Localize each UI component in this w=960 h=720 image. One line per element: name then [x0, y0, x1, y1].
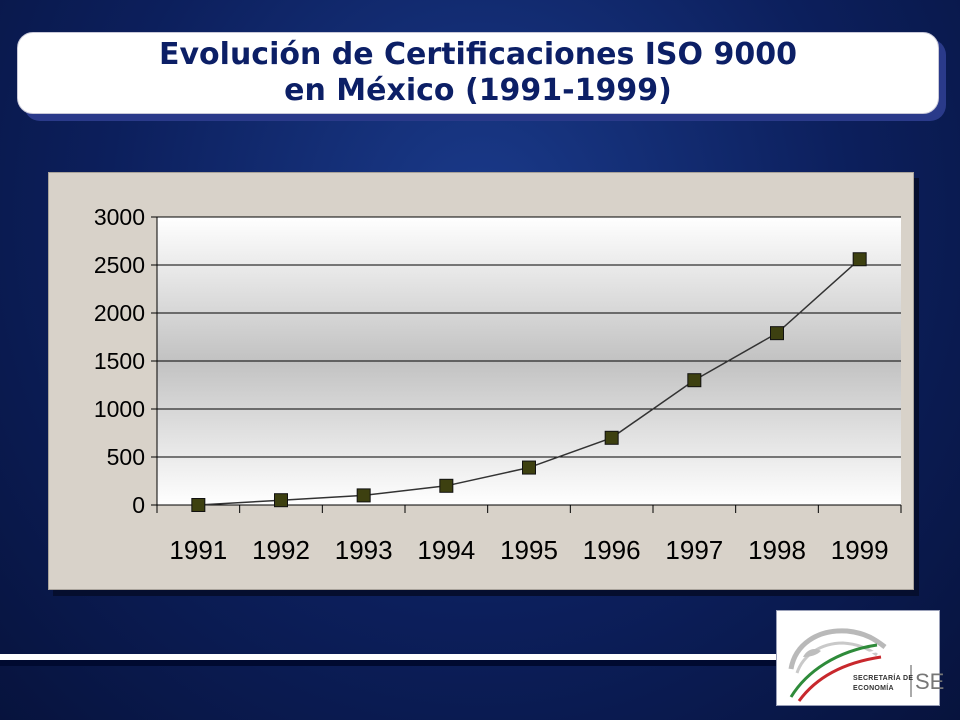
x-tick-label-1999: 1999	[831, 535, 889, 565]
logo-line2: ECONOMÍA	[853, 685, 894, 692]
data-point-1997	[687, 373, 702, 388]
x-tick-label-1992: 1992	[252, 535, 310, 565]
logo-line1: SECRETARÍA DE	[853, 675, 914, 682]
x-tick-label-1994: 1994	[417, 535, 475, 565]
y-tick-label-0: 0	[132, 492, 145, 518]
data-point-1999	[852, 252, 867, 267]
x-tick-label-1993: 1993	[335, 535, 393, 565]
x-tick-label-1995: 1995	[500, 535, 558, 565]
data-point-1995	[522, 460, 536, 475]
footer-rule	[0, 654, 776, 660]
data-point-1991	[191, 498, 206, 512]
y-tick-label-1500: 1500	[94, 348, 145, 374]
data-point-1998	[770, 326, 784, 341]
x-tick-label-1997: 1997	[665, 535, 723, 565]
eagle-emblem-icon	[788, 628, 912, 702]
data-point-1992	[274, 493, 288, 508]
y-tick-label-1000: 1000	[94, 396, 145, 422]
footer-rule-shadow	[0, 660, 780, 666]
x-tick-label-1998: 1998	[748, 535, 806, 565]
chart-panel: 0 500 1000 1500 2000 2500 3000 1991 1992 1993 1994…	[48, 172, 914, 590]
slide-title-line2: en México (1991-1999)	[284, 73, 672, 108]
slide-title-line1: Evolución de Certificaciones ISO 9000	[159, 37, 797, 72]
data-point-1994	[439, 478, 454, 493]
x-tick-label-1991: 1991	[169, 535, 227, 565]
title-box: Evolución de Certificaciones ISO 9000 en…	[17, 32, 939, 114]
y-tick-label-500: 500	[107, 444, 145, 470]
line-chart: 0 500 1000 1500 2000 2500 3000 1991 1992 1993 1994…	[94, 204, 902, 565]
secretaria-economia-logo: SECRETARÍA DE ECONOMÍA SE	[776, 610, 944, 706]
logo-mark: SE	[915, 669, 945, 694]
y-tick-label-2000: 2000	[94, 300, 145, 326]
y-tick-label-3000: 3000	[94, 204, 145, 230]
data-point-1993	[356, 488, 371, 503]
data-point-1996	[604, 430, 619, 445]
x-tick-label-1996: 1996	[583, 535, 641, 565]
y-tick-label-2500: 2500	[94, 252, 145, 278]
